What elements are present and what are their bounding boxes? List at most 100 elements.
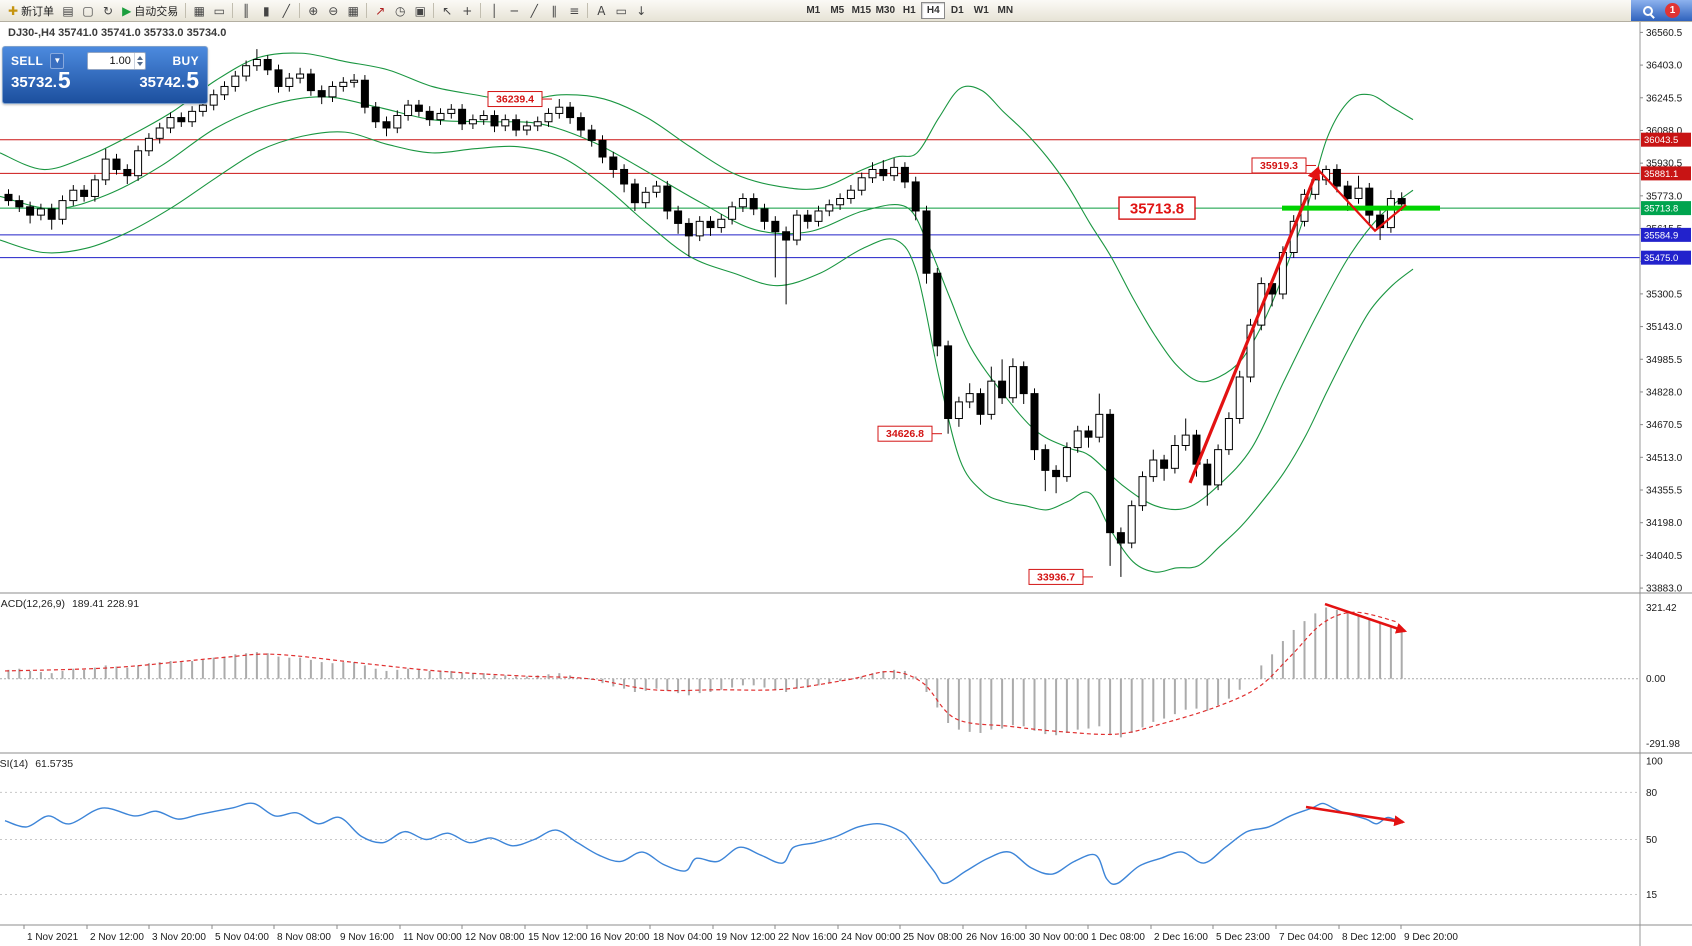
focus-price-label[interactable]: 35713.8 bbox=[1118, 196, 1196, 220]
price-callout-34626.8[interactable]: 34626.8 bbox=[877, 425, 942, 442]
timeframe-d1-button[interactable]: D1 bbox=[950, 5, 964, 16]
bar-chart-button[interactable]: ║ bbox=[236, 2, 256, 20]
tile-windows-button[interactable]: ▦ bbox=[343, 2, 363, 20]
new-chart-button[interactable]: ▦ bbox=[189, 2, 209, 20]
rally-trend-arrow[interactable] bbox=[1188, 165, 1321, 484]
fibonacci-button[interactable]: ≡ bbox=[564, 2, 584, 20]
svg-text:3 Nov 20:00: 3 Nov 20:00 bbox=[152, 932, 206, 943]
crosshair-button[interactable]: + bbox=[457, 2, 477, 20]
trendline-button[interactable]: ╱ bbox=[524, 2, 544, 20]
timeframe-m30-button[interactable]: M30 bbox=[875, 5, 896, 16]
search-icon[interactable] bbox=[1643, 5, 1653, 16]
volume-input[interactable] bbox=[87, 52, 134, 69]
print-button[interactable]: ▤ bbox=[58, 2, 78, 20]
svg-text:35713.8: 35713.8 bbox=[1130, 201, 1184, 218]
svg-text:16 Nov 20:00: 16 Nov 20:00 bbox=[590, 932, 650, 943]
svg-text:-291.98: -291.98 bbox=[1646, 739, 1680, 750]
volume-decrease-button[interactable] bbox=[136, 61, 143, 66]
new-order-button[interactable]: ✚ 新订单 bbox=[4, 2, 58, 20]
svg-text:35475.0: 35475.0 bbox=[1644, 253, 1678, 264]
macd-pane bbox=[0, 602, 1640, 738]
svg-text:35881.1: 35881.1 bbox=[1644, 169, 1678, 180]
cursor-icon: ↖ bbox=[442, 3, 453, 18]
timeframe-w1-button[interactable]: W1 bbox=[973, 5, 989, 16]
buy-price-pip: 5 bbox=[186, 67, 199, 93]
text-label-button[interactable]: ▭ bbox=[611, 2, 631, 20]
A-icon: A bbox=[597, 3, 606, 18]
svg-text:35300.5: 35300.5 bbox=[1646, 289, 1683, 300]
svg-text:35919.3: 35919.3 bbox=[1260, 160, 1298, 172]
svg-text:15: 15 bbox=[1646, 890, 1658, 901]
toolbar-right-zone: 1 bbox=[1631, 0, 1692, 21]
svg-text:8 Dec 12:00: 8 Dec 12:00 bbox=[1342, 932, 1396, 943]
axis-price-box-35475.0: 35475.0 bbox=[1641, 250, 1691, 265]
print-preview-button[interactable]: ▢ bbox=[78, 2, 98, 20]
bollinger-middle-band bbox=[0, 96, 1414, 511]
text-button[interactable]: A bbox=[591, 2, 611, 20]
zoom-in-icon: ⊕ bbox=[308, 3, 319, 18]
macd-values: 189.41 228.91 bbox=[71, 598, 140, 610]
bollinger-lower-band bbox=[0, 131, 1414, 573]
cursor-button[interactable]: ↖ bbox=[437, 2, 457, 20]
buy-button[interactable]: BUY bbox=[172, 53, 199, 68]
macd-axis: 321.42 0.00 -291.98 bbox=[1646, 603, 1680, 750]
svg-text:80: 80 bbox=[1646, 788, 1658, 799]
buy-price[interactable]: 35742. 5 bbox=[139, 67, 199, 93]
timeframe-h4-button[interactable]: H4 bbox=[921, 2, 946, 19]
price-axis: 36560.5 36403.0 36245.5 36088.0 35930.5 35773… bbox=[1640, 28, 1683, 595]
svg-text:0.00: 0.00 bbox=[1646, 674, 1666, 685]
zoom-out-button[interactable]: ⊖ bbox=[323, 2, 343, 20]
svg-text:24 Nov 00:00: 24 Nov 00:00 bbox=[841, 932, 901, 943]
svg-text:19 Nov 12:00: 19 Nov 12:00 bbox=[716, 932, 776, 943]
profiles-button[interactable]: ▭ bbox=[209, 2, 229, 20]
clock-icon: ◷ bbox=[395, 3, 406, 18]
timeframe-m15-button[interactable]: M15 bbox=[851, 5, 872, 16]
timeframe-h1-button[interactable]: H1 bbox=[902, 5, 916, 16]
periods-button[interactable]: ◷ bbox=[390, 2, 410, 20]
svg-text:9 Nov 16:00: 9 Nov 16:00 bbox=[340, 932, 394, 943]
timeframe-mn-button[interactable]: MN bbox=[997, 5, 1014, 16]
rsi-trend-arrow[interactable] bbox=[1305, 805, 1406, 827]
svg-text:36245.5: 36245.5 bbox=[1646, 93, 1683, 104]
svg-text:34355.5: 34355.5 bbox=[1646, 486, 1683, 497]
indicators-button[interactable]: ↗ bbox=[370, 2, 390, 20]
timeframe-m5-button[interactable]: M5 bbox=[830, 5, 845, 16]
sell-price[interactable]: 35732. 5 bbox=[11, 69, 71, 91]
price-callout-36239.4[interactable]: 36239.4 bbox=[487, 91, 552, 108]
printer-icon: ▤ bbox=[62, 3, 74, 18]
volume-increase-button[interactable] bbox=[136, 55, 143, 60]
arrows-button[interactable]: ↓ bbox=[631, 2, 651, 20]
rsi-value: 61.5735 bbox=[35, 758, 74, 770]
folder-icon: ▭ bbox=[213, 3, 225, 18]
timeframe-m1-button[interactable]: M1 bbox=[806, 5, 821, 16]
channel-button[interactable]: ∥ bbox=[544, 2, 564, 20]
channel-icon: ∥ bbox=[551, 3, 558, 18]
sell-dropdown-button[interactable]: ▼ bbox=[50, 52, 65, 69]
pullback-zigzag-line[interactable] bbox=[1317, 168, 1407, 233]
zoom-in-button[interactable]: ⊕ bbox=[303, 2, 323, 20]
refresh-button[interactable]: ↻ bbox=[98, 2, 118, 20]
candlestick-chart-button[interactable]: ▮ bbox=[256, 2, 276, 20]
new-order-label: 新订单 bbox=[21, 5, 55, 18]
templates-button[interactable]: ▣ bbox=[410, 2, 430, 20]
svg-text:35713.8: 35713.8 bbox=[1644, 204, 1678, 215]
svg-text:25 Nov 08:00: 25 Nov 08:00 bbox=[903, 932, 963, 943]
price-callout-35919.3[interactable]: 35919.3 bbox=[1251, 157, 1316, 174]
macd-histogram bbox=[7, 607, 1403, 738]
toolbar-separator bbox=[299, 3, 301, 18]
macd-trend-arrow[interactable] bbox=[1324, 602, 1408, 634]
sell-button[interactable]: SELL bbox=[11, 53, 44, 68]
toolbar-separator bbox=[366, 3, 368, 18]
bars-icon: ║ bbox=[242, 3, 250, 18]
vertical-line-button[interactable]: │ bbox=[484, 2, 504, 20]
svg-text:35143.0: 35143.0 bbox=[1646, 322, 1683, 333]
line-chart-button[interactable]: ╱ bbox=[276, 2, 296, 20]
autotrading-button[interactable]: ▶ 自动交易 bbox=[118, 2, 182, 20]
price-callout-33936.7[interactable]: 33936.7 bbox=[1028, 568, 1093, 585]
svg-text:33883.0: 33883.0 bbox=[1646, 584, 1683, 595]
horizontal-line-button[interactable]: ─ bbox=[504, 2, 524, 20]
toolbar-separator bbox=[232, 3, 234, 18]
notification-badge[interactable]: 1 bbox=[1665, 3, 1680, 18]
